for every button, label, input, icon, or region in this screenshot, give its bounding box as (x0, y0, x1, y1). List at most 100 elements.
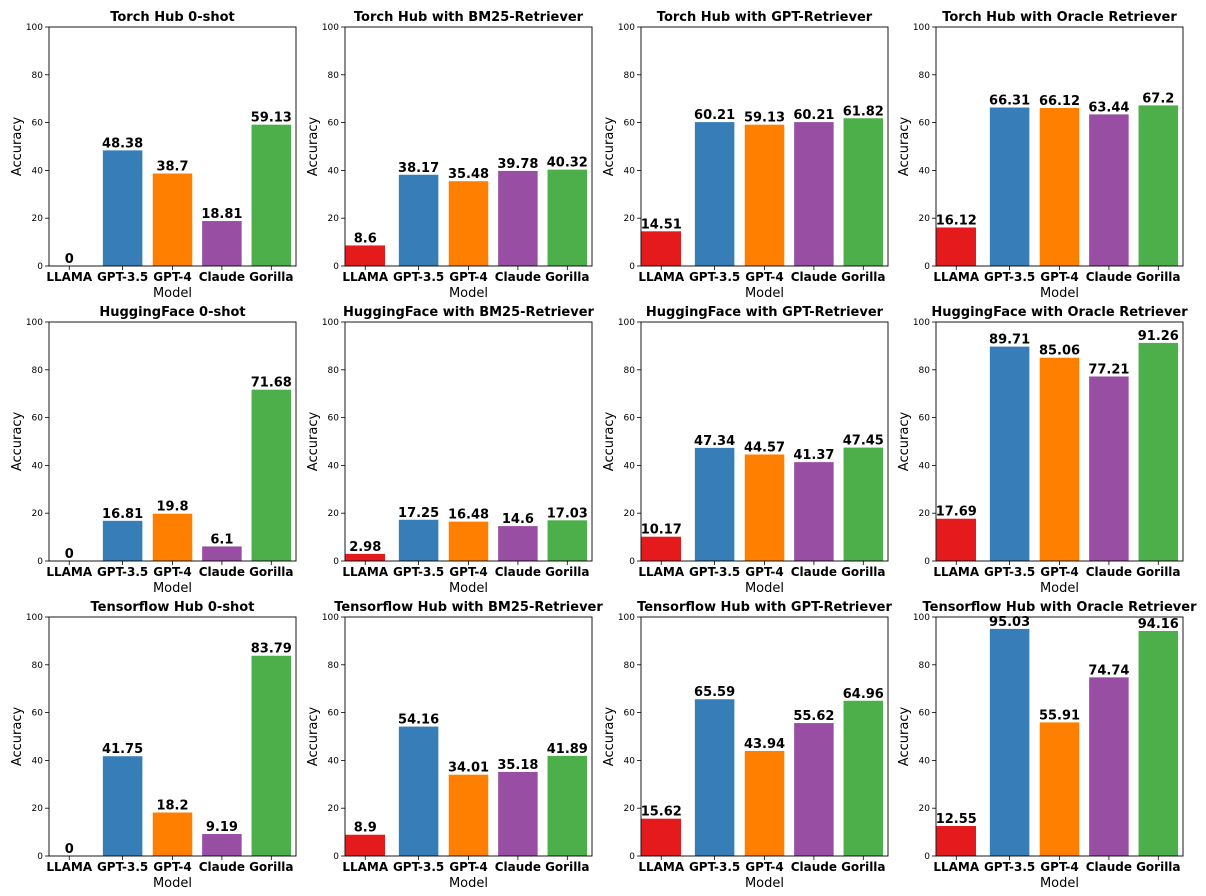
y-tick-label: 0 (924, 262, 930, 272)
bar (794, 122, 834, 266)
x-tick-label: Gorilla (545, 270, 589, 284)
x-tick-label: Claude (495, 565, 541, 579)
y-tick-label: 100 (26, 23, 43, 33)
x-tick-label: GPT-4 (449, 270, 487, 284)
y-tick-label: 60 (328, 414, 340, 424)
bar (1089, 677, 1129, 856)
data-label: 95.03 (989, 615, 1030, 630)
x-axis-label: Model (449, 876, 488, 891)
data-label: 16.48 (448, 508, 489, 523)
y-tick-label: 20 (624, 214, 636, 224)
x-tick-label: GPT-3.5 (97, 565, 148, 579)
x-axis-label: Model (153, 876, 192, 891)
bar (251, 389, 292, 561)
y-axis-label: Accuracy (10, 117, 25, 177)
chart-panel: 0 20 40 60 80 100 LLAMA GPT-3.5 GPT-4 Claude Goril… (897, 10, 1184, 301)
data-label: 63.44 (1088, 100, 1129, 115)
y-tick-label: 80 (328, 661, 340, 671)
data-label: 0 (65, 252, 74, 267)
bar (744, 124, 785, 267)
data-label: 94.16 (1138, 617, 1179, 632)
bar (547, 755, 588, 856)
chart-panel: 0 20 40 60 80 100 LLAMA GPT-3.5 GPT-4 Claude Goril… (306, 305, 595, 596)
chart-title: Torch Hub with GPT-Retriever (657, 10, 873, 25)
data-label: 16.12 (936, 213, 977, 228)
y-tick-label: 0 (37, 852, 43, 862)
x-tick-label: LLAMA (933, 565, 980, 579)
y-axis-label: Accuracy (306, 117, 321, 177)
y-tick-label: 20 (919, 214, 931, 224)
data-label: 8.9 (354, 821, 377, 836)
x-tick-label: GPT-4 (745, 860, 783, 874)
data-label: 0 (65, 842, 74, 857)
y-axis-label: Accuracy (897, 412, 912, 472)
data-label: 16.81 (102, 507, 143, 522)
x-tick-label: Claude (1086, 860, 1132, 874)
x-tick-label: LLAMA (638, 270, 685, 284)
y-tick-label: 20 (32, 509, 44, 519)
data-label: 14.51 (641, 217, 682, 232)
bar (152, 812, 193, 856)
x-tick-label: GPT-4 (1040, 565, 1078, 579)
data-label: 74.74 (1088, 663, 1129, 678)
y-tick-label: 20 (624, 804, 636, 814)
y-tick-label: 20 (328, 214, 340, 224)
bar (641, 536, 682, 561)
x-tick-label: Gorilla (841, 565, 885, 579)
chart-title: HuggingFace 0-shot (99, 305, 245, 320)
chart-panel: 0 20 40 60 80 100 LLAMA GPT-3.5 GPT-4 Claude Goril… (602, 10, 889, 301)
x-tick-label: GPT-4 (1040, 270, 1078, 284)
data-label: 60.21 (793, 108, 834, 123)
y-tick-label: 60 (624, 119, 636, 129)
x-tick-label: LLAMA (342, 565, 389, 579)
data-label: 18.81 (201, 207, 242, 222)
y-tick-label: 60 (919, 709, 931, 719)
x-tick-label: LLAMA (342, 860, 389, 874)
chart-title: Tensorflow Hub with GPT-Retriever (637, 600, 892, 615)
x-tick-label: Gorilla (545, 860, 589, 874)
data-label: 9.19 (206, 820, 238, 835)
x-tick-label: Claude (199, 860, 245, 874)
y-tick-label: 40 (624, 756, 636, 766)
y-tick-label: 0 (333, 557, 339, 567)
x-tick-label: GPT-3.5 (393, 860, 444, 874)
bar (641, 231, 682, 266)
y-tick-label: 100 (26, 613, 43, 623)
x-tick-label: Claude (495, 270, 541, 284)
data-label: 61.82 (843, 104, 884, 119)
bar (744, 750, 785, 856)
data-label: 35.18 (497, 758, 538, 773)
data-label: 14.6 (502, 512, 534, 527)
data-label: 55.62 (793, 709, 834, 724)
x-tick-label: Gorilla (545, 565, 589, 579)
data-label: 8.6 (354, 231, 377, 246)
bar (744, 454, 785, 561)
data-label: 54.16 (398, 713, 439, 728)
y-tick-label: 40 (328, 461, 340, 471)
data-label: 71.68 (251, 376, 292, 391)
y-tick-label: 80 (32, 71, 44, 81)
y-tick-label: 40 (328, 756, 340, 766)
y-tick-label: 0 (333, 262, 339, 272)
data-label: 38.7 (156, 160, 188, 175)
y-tick-label: 80 (32, 366, 44, 376)
chart-title: Tensorflow Hub 0-shot (91, 600, 255, 615)
bar (498, 526, 538, 561)
data-label: 48.38 (102, 136, 143, 151)
x-tick-label: Gorilla (249, 860, 293, 874)
bar (102, 150, 143, 266)
bar (202, 221, 242, 266)
y-axis-label: Accuracy (602, 412, 617, 472)
y-tick-label: 60 (328, 119, 340, 129)
x-tick-label: LLAMA (46, 860, 93, 874)
data-label: 47.45 (843, 434, 884, 449)
y-axis-label: Accuracy (897, 117, 912, 177)
x-axis-label: Model (1040, 581, 1079, 596)
data-label: 55.91 (1039, 708, 1080, 723)
y-axis-label: Accuracy (306, 707, 321, 767)
bar (1089, 376, 1129, 561)
x-tick-label: GPT-3.5 (97, 270, 148, 284)
x-tick-label: GPT-4 (449, 860, 487, 874)
y-tick-label: 60 (32, 709, 44, 719)
